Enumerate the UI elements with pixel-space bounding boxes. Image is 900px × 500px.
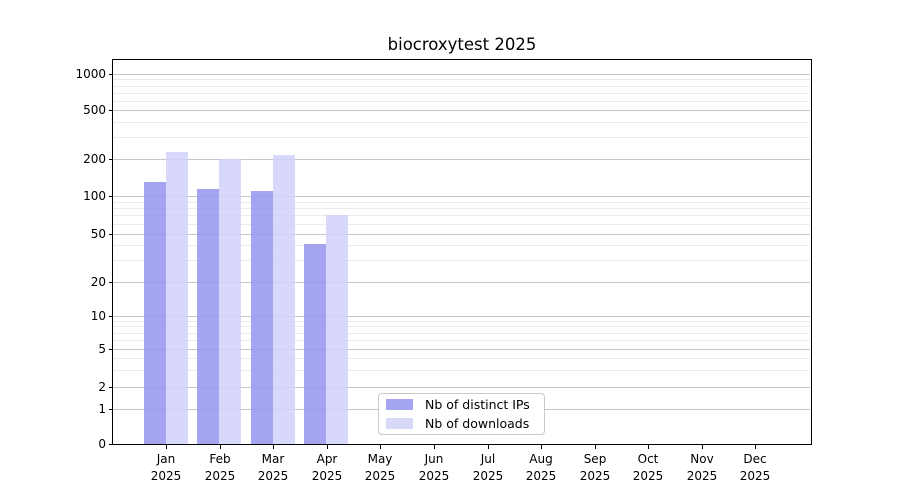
x-tick-label-may: May 2025 [364, 452, 396, 483]
y-gridline-major [113, 316, 810, 317]
gridline-layer [113, 60, 810, 444]
y-gridline-minor [113, 202, 810, 203]
y-gridline-minor [113, 137, 810, 138]
legend: Nb of distinct IPs Nb of downloads [378, 393, 545, 435]
bar-layer [113, 60, 810, 444]
bar-nb-of-downloads [272, 154, 295, 444]
y-tick-label: 10 [90, 309, 106, 323]
y-gridline-minor [113, 101, 810, 102]
legend-label: Nb of downloads [425, 416, 530, 431]
y-gridline-minor [113, 86, 810, 87]
y-tick-label: 200 [83, 152, 106, 166]
bar-nb-of-downloads [165, 152, 188, 444]
y-tick-label: 50 [90, 227, 106, 241]
y-tick-label: 1000 [75, 67, 106, 81]
y-gridline-minor [113, 208, 810, 209]
y-gridline-minor [113, 215, 810, 216]
x-tick [434, 445, 435, 449]
x-tick [488, 445, 489, 449]
y-gridline-minor [113, 321, 810, 322]
y-gridline-major [113, 110, 810, 111]
y-tick [109, 444, 113, 445]
y-gridline-major [113, 387, 810, 388]
x-tick-label-jun: Jun 2025 [418, 452, 450, 483]
y-gridline-major [113, 282, 810, 283]
plot-frame [112, 59, 812, 445]
y-tick [109, 110, 113, 111]
x-tick-label-dec: Dec 2025 [739, 452, 771, 483]
distinct-ips-swatch-icon [386, 399, 413, 410]
bar-nb-of-downloads [219, 159, 242, 444]
y-gridline-minor [113, 224, 810, 225]
y-tick [109, 74, 113, 75]
x-tick [220, 445, 221, 449]
x-tick-label-nov: Nov 2025 [686, 452, 718, 483]
bar-nb-of-distinct-ips [197, 188, 220, 444]
y-gridline-minor [113, 245, 810, 246]
y-gridline-minor [113, 260, 810, 261]
legend-item-distinct-ips: Nb of distinct IPs [386, 396, 544, 413]
x-tick [702, 445, 703, 449]
y-tick [109, 316, 113, 317]
x-tick [273, 445, 274, 449]
y-tick-label: 5 [98, 342, 106, 356]
y-tick-label: 20 [90, 275, 106, 289]
y-gridline-minor [113, 79, 810, 80]
y-gridline-minor [113, 358, 810, 359]
x-tick-label-jul: Jul 2025 [472, 452, 504, 483]
x-tick-label-aug: Aug 2025 [525, 452, 557, 483]
x-tick [166, 445, 167, 449]
bar-nb-of-downloads [326, 215, 349, 444]
y-tick [109, 282, 113, 283]
y-gridline-major [113, 159, 810, 160]
x-tick-label-feb: Feb 2025 [204, 452, 236, 483]
y-tick-label: 0 [98, 437, 106, 451]
x-tick-label-oct: Oct 2025 [632, 452, 664, 483]
downloads-swatch-icon [386, 418, 413, 429]
legend-item-downloads: Nb of downloads [386, 415, 544, 432]
x-tick-label-jan: Jan 2025 [150, 452, 182, 483]
y-tick-label: 1 [98, 402, 106, 416]
y-gridline-minor [113, 340, 810, 341]
y-gridline-major [113, 196, 810, 197]
y-gridline-minor [113, 122, 810, 123]
x-tick [648, 445, 649, 449]
y-tick-label: 2 [98, 380, 106, 394]
chart-title: biocroxytest 2025 [387, 35, 537, 54]
bar-nb-of-distinct-ips [304, 243, 327, 444]
x-tick [541, 445, 542, 449]
y-gridline-minor [113, 370, 810, 371]
y-tick-label: 500 [83, 103, 106, 117]
y-tick [109, 387, 113, 388]
y-gridline-minor [113, 93, 810, 94]
x-tick [327, 445, 328, 449]
legend-label: Nb of distinct IPs [425, 397, 530, 412]
x-tick [595, 445, 596, 449]
x-tick [380, 445, 381, 449]
y-tick [109, 159, 113, 160]
y-gridline-minor [113, 326, 810, 327]
y-gridline-minor [113, 333, 810, 334]
y-tick [109, 409, 113, 410]
y-tick [109, 196, 113, 197]
y-gridline-major [113, 234, 810, 235]
x-tick-label-sep: Sep 2025 [579, 452, 611, 483]
bar-nb-of-distinct-ips [143, 181, 166, 444]
x-tick [755, 445, 756, 449]
y-gridline-major [113, 74, 810, 75]
bar-nb-of-distinct-ips [250, 190, 273, 444]
x-tick-label-mar: Mar 2025 [257, 452, 289, 483]
y-tick-label: 100 [83, 189, 106, 203]
y-tick [109, 234, 113, 235]
x-tick-label-apr: Apr 2025 [311, 452, 343, 483]
y-tick [109, 349, 113, 350]
y-gridline-major [113, 349, 810, 350]
